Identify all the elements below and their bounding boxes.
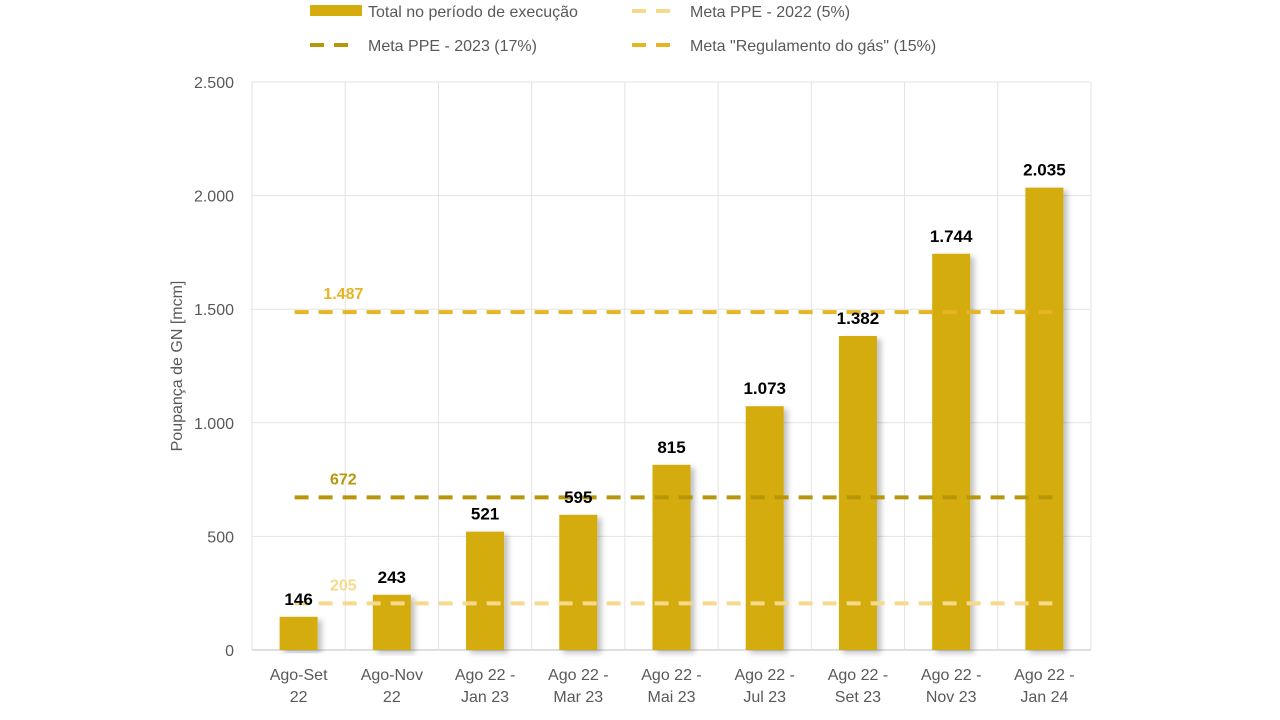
legend-label: Meta "Regulamento do gás" (15%) <box>690 38 936 55</box>
reference-lines: 205 672 1.487 <box>294 286 1053 606</box>
legend-label: Meta PPE - 2022 (5%) <box>690 4 850 21</box>
x-tick-label: Ago-Set 22 <box>270 667 328 706</box>
bar-value-label: 1.382 <box>837 309 880 328</box>
x-tick-label: Ago 22 -Set 23 <box>828 667 888 706</box>
x-axis-categories: Ago-Set 22 Ago-Nov 22 Ago 22 -Jan 23 Ago 22 -… <box>270 667 1075 706</box>
bar <box>559 514 598 650</box>
legend-label: Total no período de execução <box>368 4 578 21</box>
reference-line-label: 1.487 <box>323 286 363 303</box>
bar <box>932 253 971 651</box>
y-axis-ticks: 0 500 1.000 1.500 2.000 2.500 <box>194 75 234 660</box>
bars <box>279 187 1064 651</box>
bar-value-label: 146 <box>284 590 312 609</box>
y-tick-label: 1.500 <box>194 302 234 319</box>
bar <box>466 531 505 650</box>
legend-swatch-bar <box>310 5 362 16</box>
x-tick-label: Ago 22 -Nov 23 <box>921 667 981 706</box>
bar <box>279 616 318 650</box>
bar <box>838 336 877 650</box>
bar-value-label: 1.744 <box>930 227 973 246</box>
gridlines <box>251 81 1092 651</box>
x-tick-label: Ago 22 -Jan 24 <box>1014 667 1074 706</box>
bar-value-label: 243 <box>378 568 406 587</box>
y-tick-label: 2.000 <box>194 189 234 206</box>
x-tick-label: Ago 22 -Mar 23 <box>548 667 608 706</box>
legend: Total no período de execução Meta PPE - 2… <box>310 4 936 55</box>
x-tick-label: Ago 22 -Jul 23 <box>734 667 794 706</box>
bar <box>745 406 784 650</box>
bar-value-label: 595 <box>564 488 592 507</box>
y-tick-label: 2.500 <box>194 75 234 92</box>
bar-value-label: 1.073 <box>743 379 786 398</box>
y-tick-label: 0 <box>225 643 234 660</box>
legend-label: Meta PPE - 2023 (17%) <box>368 38 537 55</box>
reference-line-label: 205 <box>330 577 357 594</box>
bar-value-labels: 146 243 521 595 815 1.073 1.382 1.744 2.035 <box>284 161 1065 609</box>
bar-value-label: 521 <box>471 505 499 524</box>
reference-line-label: 672 <box>330 471 357 488</box>
bar <box>652 464 691 650</box>
y-tick-label: 500 <box>207 529 234 546</box>
bar <box>1025 187 1064 650</box>
y-tick-label: 1.000 <box>194 416 234 433</box>
x-tick-label: Ago 22 -Jan 23 <box>455 667 515 706</box>
bar-value-label: 2.035 <box>1023 161 1066 180</box>
x-tick-label: Ago 22 -Mai 23 <box>641 667 701 706</box>
x-tick-label: Ago-Nov 22 <box>361 667 423 706</box>
y-axis-label: Poupança de GN [mcm] <box>169 281 186 452</box>
bar-value-label: 815 <box>657 438 685 457</box>
